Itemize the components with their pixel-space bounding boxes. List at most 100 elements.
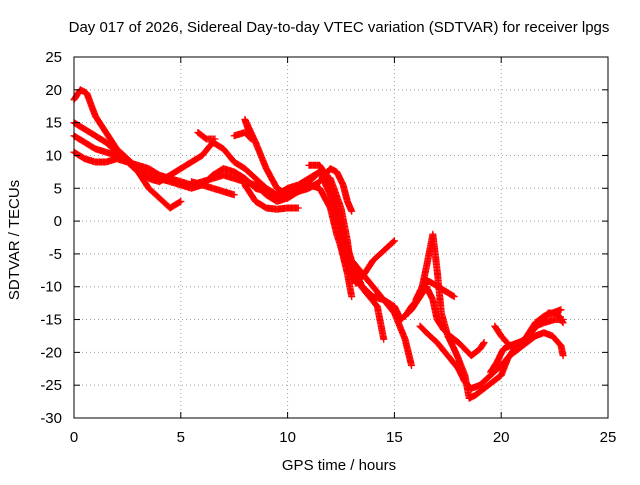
data-point <box>401 335 415 368</box>
data-point <box>390 237 398 245</box>
data-point <box>455 339 468 352</box>
data-point <box>209 138 226 152</box>
x-axis-label: GPS time / hours <box>282 457 396 474</box>
series-track-4 <box>70 148 185 212</box>
data-point <box>429 230 441 273</box>
data-point <box>440 325 453 339</box>
data-point <box>81 125 98 139</box>
data-point <box>489 372 504 386</box>
data-point <box>241 181 259 204</box>
data-point <box>476 340 487 353</box>
data-point <box>487 359 500 376</box>
series-track-15 <box>491 309 567 350</box>
x-tick-label: 5 <box>177 429 185 446</box>
y-tick-label: 20 <box>45 82 62 99</box>
data-point <box>252 174 269 191</box>
data-point <box>440 286 457 300</box>
data-point <box>348 260 366 289</box>
data-point <box>380 335 388 343</box>
data-point <box>480 379 496 392</box>
data-point <box>361 258 376 278</box>
x-tick-label: 0 <box>70 429 78 446</box>
data-point <box>480 339 488 346</box>
data-point <box>252 181 269 198</box>
data-point <box>549 332 564 349</box>
axis-ticks: 0 5 10 15 20 25 -30 -25 -20 -15 -10 -5 0 5 10 15 20 25 <box>40 49 616 446</box>
data-point <box>326 165 339 175</box>
data-point <box>262 165 280 191</box>
data-point <box>294 204 302 212</box>
data-point <box>220 145 237 165</box>
series-track-8 <box>241 181 302 213</box>
data-series <box>70 86 567 402</box>
data-point <box>514 339 530 353</box>
data-point <box>230 158 248 172</box>
data-point <box>369 248 387 264</box>
plot-frame <box>73 56 609 419</box>
data-point <box>230 168 248 182</box>
data-point <box>337 243 351 276</box>
data-point <box>339 237 355 266</box>
data-point <box>559 319 567 327</box>
y-tick-label: -10 <box>40 279 62 296</box>
data-point <box>467 346 483 360</box>
data-point <box>497 353 513 369</box>
data-point <box>422 329 440 345</box>
grid-lines <box>74 57 608 418</box>
data-point <box>188 152 205 166</box>
data-point <box>390 302 404 322</box>
y-tick-label: 10 <box>45 147 62 164</box>
data-point <box>230 191 238 199</box>
data-point <box>166 198 184 212</box>
data-point <box>305 178 322 192</box>
data-point <box>145 165 162 178</box>
data-point <box>177 159 194 173</box>
data-point <box>211 135 219 143</box>
data-point <box>316 161 334 184</box>
series-track-10 <box>337 243 356 301</box>
data-point <box>145 184 162 201</box>
data-point <box>91 112 109 135</box>
series-track-5 <box>188 178 238 199</box>
data-point <box>380 296 397 310</box>
series-track-12 <box>422 283 488 360</box>
data-point <box>433 339 451 359</box>
data-point <box>333 204 347 243</box>
chart-title: Day 017 of 2026, Sidereal Day-to-day VTE… <box>69 19 610 36</box>
y-tick-label: -5 <box>49 246 62 263</box>
data-point <box>102 138 120 155</box>
data-point <box>123 158 141 175</box>
data-point <box>455 365 468 385</box>
data-point <box>416 293 424 301</box>
data-point <box>76 86 89 96</box>
data-point <box>516 330 534 346</box>
data-point <box>333 168 346 188</box>
data-point <box>497 332 513 349</box>
data-point <box>102 129 120 152</box>
data-point <box>472 385 487 399</box>
y-tick-label: 5 <box>54 180 62 197</box>
y-tick-label: -25 <box>40 377 62 394</box>
data-point <box>536 310 551 327</box>
data-point <box>339 181 351 204</box>
data-point <box>401 304 415 320</box>
data-point <box>83 89 99 119</box>
data-point <box>194 129 209 142</box>
data-point <box>134 168 152 191</box>
data-point <box>557 306 565 314</box>
data-point <box>358 283 376 300</box>
data-point <box>559 352 567 360</box>
x-tick-label: 15 <box>386 429 403 446</box>
data-point <box>198 139 216 159</box>
data-point <box>491 322 504 339</box>
data-point <box>252 197 269 211</box>
y-tick-label: -15 <box>40 312 62 329</box>
x-tick-label: 10 <box>279 429 296 446</box>
data-point <box>408 294 423 310</box>
data-point <box>446 332 461 346</box>
series-track-13 <box>416 322 567 392</box>
data-point <box>155 194 173 211</box>
y-tick-label: 15 <box>45 115 62 132</box>
